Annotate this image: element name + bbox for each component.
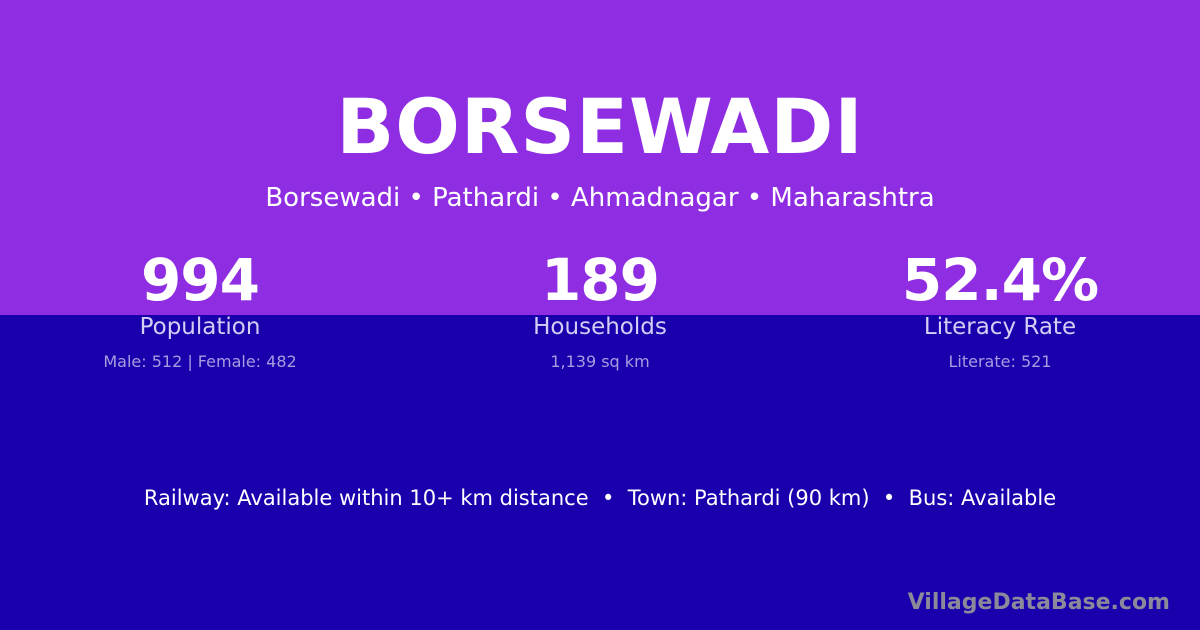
header-background — [0, 0, 1200, 315]
stat-value: 189 — [540, 246, 660, 314]
stat-value: 52.4% — [901, 246, 1099, 314]
stat-detail: Male: 512 | Female: 482 — [103, 352, 297, 371]
breadcrumb: Borsewadi • Pathardi • Ahmadnagar • Maha… — [265, 183, 935, 213]
stat-population: 994 Population Male: 512 | Female: 482 — [0, 248, 400, 371]
village-title: BORSEWADI — [336, 82, 864, 171]
stat-label: Literacy Rate — [923, 314, 1077, 340]
stat-value: 994 — [140, 246, 260, 314]
stat-households: 189 Households 1,139 sq km — [400, 248, 800, 371]
stat-detail: 1,139 sq km — [550, 352, 650, 371]
stat-label: Population — [139, 314, 261, 340]
stat-label: Households — [533, 314, 667, 340]
stat-detail: Literate: 521 — [948, 352, 1052, 371]
stat-literacy: 52.4% Literacy Rate Literate: 521 — [800, 248, 1200, 371]
transport-info: Railway: Available within 10+ km distanc… — [143, 486, 1057, 510]
brand-watermark: VillageDataBase.com — [907, 590, 1170, 615]
